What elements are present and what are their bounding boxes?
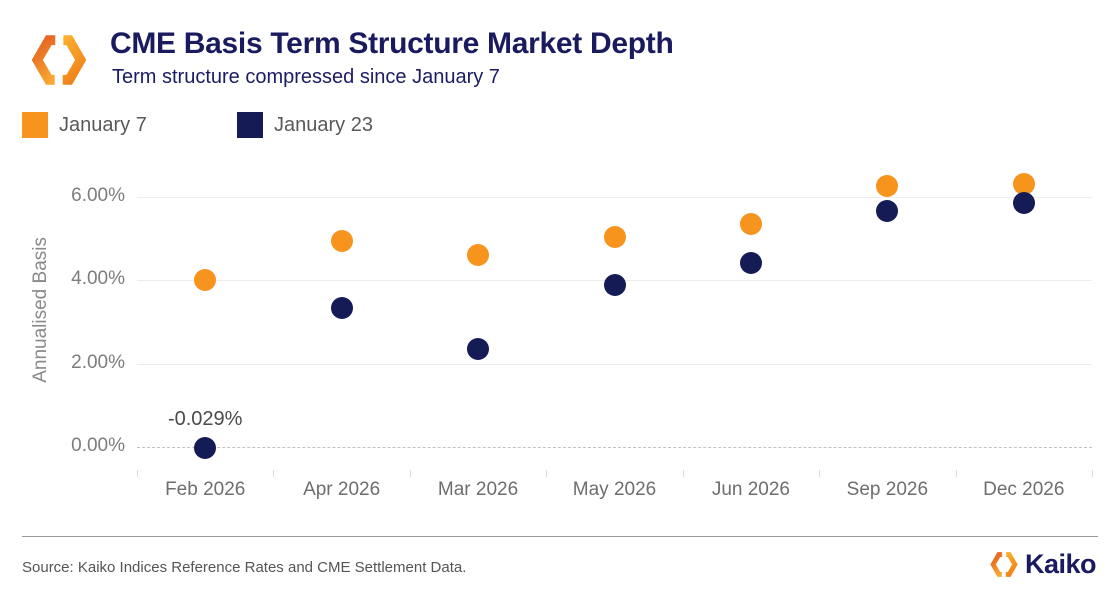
x-axis-tick [682, 470, 684, 477]
legend-item-january-23: January 23 [237, 112, 373, 138]
data-point [194, 268, 217, 291]
data-point [467, 244, 490, 266]
page-title: CME Basis Term Structure Market Depth [110, 27, 674, 60]
data-point [330, 296, 353, 319]
x-axis-tick [546, 470, 548, 477]
data-point [603, 225, 626, 248]
x-axis-tick [409, 470, 411, 477]
brand-lockup: Kaiko [988, 549, 1097, 580]
x-axis-tick [955, 470, 957, 477]
data-point [739, 213, 762, 236]
point-value-label: -0.029% [167, 408, 243, 431]
y-axis-tick-label: 6.00% [71, 185, 125, 207]
legend-label: January 23 [274, 113, 373, 136]
scatter-plot-area: 0.00% 2.00% 4.00% 6.00% Feb 2026 Apr 2026 Mar … [71, 160, 1093, 500]
data-point [1012, 191, 1035, 214]
x-axis-label: Apr 2026 [303, 479, 381, 500]
x-axis-label: Jun 2026 [711, 479, 790, 500]
brand-wordmark: Kaiko [1024, 549, 1097, 579]
data-point [467, 338, 490, 361]
source-note: Source: Kaiko Indices Reference Rates an… [22, 559, 467, 576]
gridline [137, 447, 1092, 449]
legend-item-january-7: January 7 [22, 112, 147, 138]
x-axis-tick [137, 470, 138, 477]
x-axis-label: Dec 2026 [983, 479, 1065, 500]
kaiko-logo-icon-small [990, 552, 1018, 577]
data-point [1012, 172, 1035, 195]
legend-swatch-orange [22, 112, 48, 138]
x-axis-label: Feb 2026 [165, 479, 246, 500]
gridline [137, 363, 1092, 365]
footer-divider [22, 536, 1098, 537]
data-point [739, 251, 762, 274]
data-point [876, 200, 899, 223]
x-axis-label: May 2026 [572, 479, 657, 500]
data-point [330, 229, 353, 252]
x-axis-label: Sep 2026 [846, 479, 929, 500]
y-axis-tick-label: 4.00% [71, 268, 125, 290]
chart-legend: January 7 January 23 [0, 112, 1120, 140]
y-axis-tick-label: 0.00% [71, 435, 125, 457]
y-axis-tick-label: 2.00% [71, 351, 125, 373]
data-point [194, 437, 217, 460]
legend-label: January 7 [59, 113, 147, 136]
kaiko-logo-icon [31, 35, 87, 85]
x-axis-tick [273, 470, 275, 477]
x-axis-tick [1092, 470, 1093, 477]
page-subtitle: Term structure compressed since January … [112, 66, 500, 88]
gridline [137, 197, 1092, 199]
x-axis-tick [819, 470, 821, 477]
x-axis-label: Mar 2026 [437, 479, 519, 500]
legend-swatch-navy [237, 112, 263, 138]
data-point [603, 273, 626, 296]
data-point [876, 175, 899, 198]
